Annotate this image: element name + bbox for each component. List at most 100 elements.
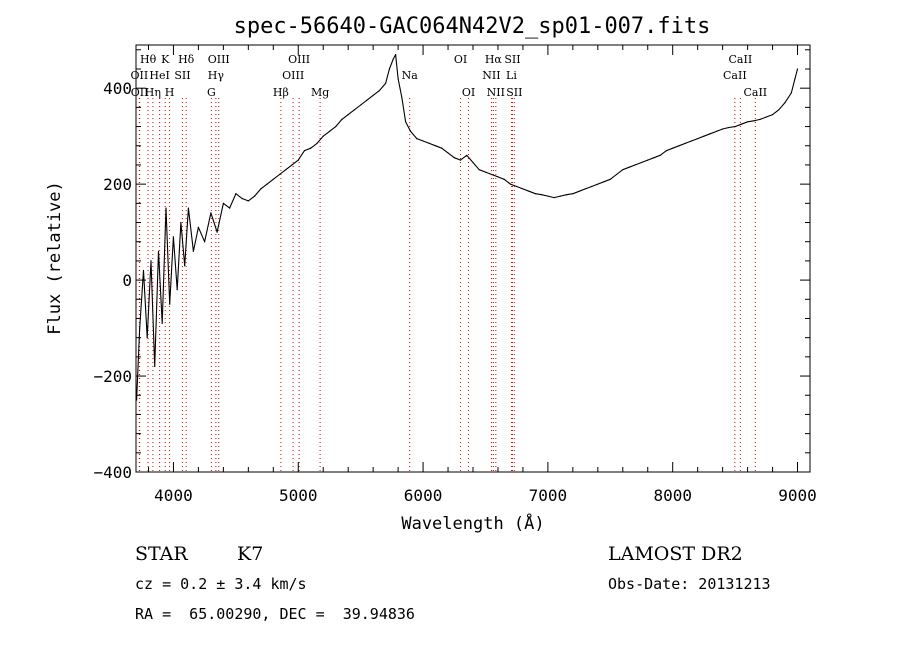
marker-label: NII: [482, 69, 500, 82]
y-tick-label: −400: [93, 463, 132, 482]
axis-ticks: 4000 5000 6000 7000 8000 9000 −400 −200 0 200 400: [93, 45, 817, 505]
data-point: [478, 169, 480, 171]
data-point: [241, 197, 243, 200]
data-point: [459, 159, 462, 161]
marker-label: Mg: [311, 86, 329, 99]
data-point: [591, 185, 593, 188]
data-point: [247, 200, 249, 202]
data-point: [697, 138, 699, 140]
object-class: STAR: [135, 543, 188, 565]
data-point: [794, 78, 796, 80]
data-point: [753, 120, 755, 122]
data-point: [772, 114, 774, 116]
data-point: [416, 138, 418, 140]
spectrum-line: [136, 54, 799, 401]
data-point: [491, 173, 493, 176]
data-point: [615, 173, 618, 176]
data-point: [447, 152, 449, 154]
data-point: [410, 130, 412, 132]
data-point: [322, 135, 324, 137]
data-point: [622, 169, 624, 171]
marker-label: CaII: [723, 69, 747, 82]
data-point: [169, 303, 171, 305]
y-tick-label: 0: [122, 271, 132, 290]
data-point: [176, 289, 178, 291]
data-point: [734, 126, 736, 128]
x-tick-label: 8000: [653, 486, 692, 505]
data-point: [405, 121, 407, 123]
marker-label: NII: [487, 86, 505, 99]
data-point: [634, 164, 636, 166]
data-point: [204, 241, 206, 243]
marker-label: OII: [131, 86, 149, 99]
data-point: [401, 97, 403, 99]
data-point: [372, 94, 374, 96]
redshift-info: cz = 0.2 ± 3.4 km/s: [135, 575, 307, 593]
data-point: [347, 114, 349, 116]
data-point: [360, 104, 362, 106]
data-point: [578, 190, 580, 192]
data-point: [778, 109, 780, 111]
marker-label: OIII: [208, 53, 230, 66]
data-point: [254, 195, 256, 197]
marker-label: Hη: [145, 86, 161, 99]
data-point: [665, 150, 668, 152]
marker-label: Hα: [485, 53, 503, 66]
data-point: [703, 135, 705, 137]
data-point: [640, 161, 643, 164]
chart-title: spec-56640-GAC064N42V2_sp01-007.fits: [234, 14, 711, 39]
plot-frame: [135, 44, 811, 473]
data-point: [690, 140, 693, 142]
data-point: [790, 92, 792, 94]
data-point: [628, 166, 630, 168]
data-point: [684, 142, 686, 144]
data-point: [653, 157, 655, 159]
data-point: [709, 133, 711, 135]
data-point: [435, 145, 437, 147]
y-tick-label: 200: [103, 175, 132, 194]
data-point: [522, 188, 524, 190]
data-point: [428, 142, 430, 144]
data-point: [647, 159, 649, 161]
data-point: [216, 231, 218, 233]
data-point: [597, 183, 599, 185]
data-point: [603, 181, 605, 183]
data-point: [553, 197, 555, 199]
coordinates: RA = 65.00290, DEC = 39.94836: [135, 605, 415, 623]
data-point: [503, 178, 505, 180]
object-subclass: K7: [237, 543, 263, 565]
data-point: [759, 118, 761, 120]
data-point: [157, 250, 160, 252]
data-point: [310, 147, 312, 149]
data-point: [285, 169, 287, 171]
x-axis-label: Wavelength (Å): [401, 512, 544, 534]
data-point: [378, 90, 380, 92]
data-point: [142, 269, 145, 272]
y-axis-label: Flux (relative): [45, 181, 65, 335]
data-point: [516, 185, 518, 188]
marker-label: OIII: [288, 53, 310, 66]
data-point: [678, 145, 680, 147]
data-point: [722, 128, 724, 130]
observation-date: Obs-Date: 20131213: [608, 575, 771, 593]
marker-label: OII: [131, 69, 149, 82]
x-tick-label: 9000: [778, 486, 817, 505]
data-point: [572, 193, 574, 195]
data-point: [441, 147, 443, 149]
data-point: [291, 164, 293, 166]
data-point: [146, 337, 148, 339]
data-point: [341, 118, 343, 120]
survey-name: LAMOST DR2: [608, 543, 743, 565]
marker-label: HeI: [149, 69, 169, 82]
data-point: [547, 195, 549, 197]
data-point: [534, 193, 537, 195]
data-point: [466, 154, 468, 156]
marker-label: Na: [402, 69, 419, 82]
data-point: [784, 102, 786, 104]
marker-label: SII: [504, 53, 520, 66]
data-point: [172, 236, 174, 238]
marker-label: SII: [506, 86, 522, 99]
data-point: [229, 207, 231, 209]
data-point: [584, 188, 586, 190]
